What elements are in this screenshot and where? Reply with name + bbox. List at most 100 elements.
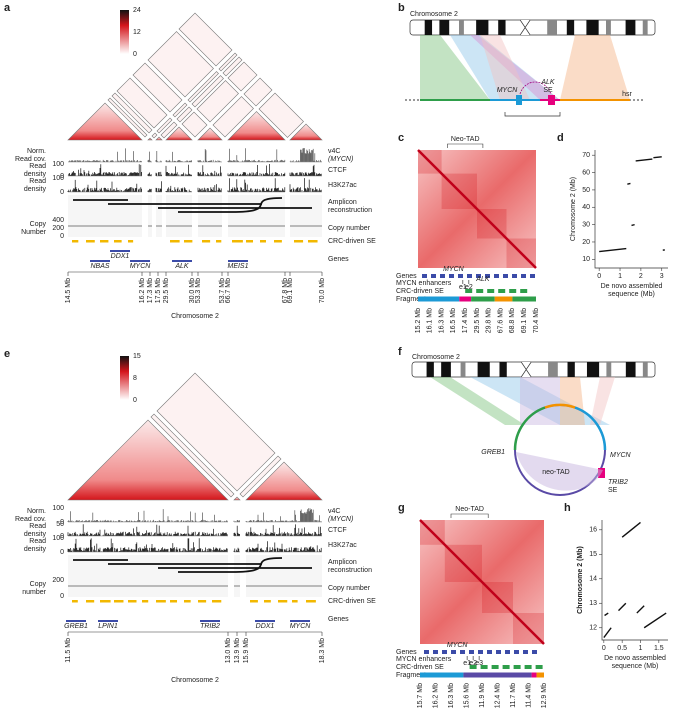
gene-label: ALK — [174, 263, 189, 270]
y-tick-label: 30 — [582, 221, 590, 228]
chromosome-band — [441, 362, 451, 377]
chromosome-label: Chromosome 2 — [412, 354, 460, 361]
coordinate-label: 16.3 Mb — [448, 683, 455, 708]
gene-label: MYCN — [290, 623, 312, 630]
coordinate-label: 13.9 Mb — [234, 638, 241, 663]
super-enhancer — [142, 600, 149, 603]
super-enhancer — [260, 240, 266, 243]
gene-block — [458, 274, 463, 278]
track-label: Genes — [328, 256, 349, 263]
chromosome-band — [426, 362, 434, 377]
gene-label: GREB1 — [64, 623, 88, 630]
y-tick-label: 10 — [582, 256, 590, 263]
alignment-segment — [604, 612, 609, 617]
colorbar-tick-label: 15 — [133, 353, 141, 360]
super-enhancer — [292, 600, 298, 603]
track-label: Read — [29, 163, 46, 170]
super-enhancer — [128, 240, 134, 243]
coordinate-label: 16.3 Mb — [438, 308, 445, 333]
gene-block — [460, 650, 465, 654]
ecdna-orange — [544, 403, 576, 409]
coordinate-label: 12.9 Mb — [541, 683, 548, 708]
super-enhancer — [114, 240, 122, 243]
track-bg — [198, 195, 222, 237]
super-enhancer — [524, 665, 532, 669]
signal-track — [227, 164, 286, 176]
contact-triangle — [197, 127, 223, 141]
contact-triangle — [147, 137, 153, 141]
colorbar-tick-label: 24 — [133, 7, 141, 14]
signal-track — [245, 524, 322, 536]
track-label: density — [24, 546, 47, 553]
super-enhancer — [86, 600, 95, 603]
contact-block — [187, 71, 219, 103]
signal-track — [289, 164, 322, 176]
scale-label: 0 — [60, 173, 64, 180]
mapping-fan — [430, 377, 525, 425]
signal-track — [165, 151, 192, 162]
super-enhancer — [491, 665, 499, 669]
contact-block — [227, 61, 258, 92]
se-label: SE — [608, 487, 618, 494]
contact-block — [160, 121, 178, 139]
chromosome-band — [625, 20, 636, 35]
contact-triangle — [289, 123, 323, 141]
gene-block — [523, 650, 528, 654]
gene-block — [449, 274, 454, 278]
row-label: Genes — [396, 273, 417, 280]
x-axis-label: De novo assembled — [604, 655, 666, 662]
coordinate-label: 29.5 Mb — [474, 308, 481, 333]
gene-label: MEIS1 — [227, 263, 248, 270]
signal-track — [67, 164, 142, 176]
fragment — [420, 672, 464, 678]
alignment-segment — [621, 521, 641, 538]
super-enhancer — [216, 240, 222, 243]
gene-label: MYCN — [610, 452, 632, 459]
signal-track — [197, 184, 222, 192]
alignment-segment — [599, 247, 627, 253]
signal-track — [67, 179, 142, 192]
y-tick-label: 16 — [589, 527, 597, 534]
signal-track — [147, 151, 152, 162]
alignment-segment — [653, 156, 662, 159]
gene-block — [496, 650, 501, 654]
signal-track — [155, 151, 162, 162]
panel-label: e — [4, 348, 10, 360]
coordinate-label: 67.8 Mb — [282, 278, 289, 303]
chromosome-band — [606, 20, 611, 35]
enhancer-label: e1 — [459, 284, 467, 291]
gene-block — [494, 274, 499, 278]
axis-title: Chromosome 2 — [171, 677, 219, 684]
fragment — [463, 672, 532, 678]
neo-tad-label: neo-TAD — [542, 469, 570, 476]
panel-label: b — [398, 2, 405, 14]
track-label: v4C — [328, 148, 340, 155]
super-enhancer — [498, 289, 506, 293]
chromosome-band — [460, 362, 466, 377]
axis — [601, 520, 668, 641]
row-label: CRC-driven SE — [396, 664, 444, 671]
signal-track — [233, 525, 240, 536]
panel-label: f — [398, 346, 402, 358]
neo-tad-label: Neo-TAD — [455, 506, 484, 513]
signal-track — [155, 171, 162, 176]
panel-label: d — [557, 132, 564, 144]
contact-block — [107, 97, 148, 138]
track-label: Read — [29, 178, 46, 185]
coordinate-label: 16.1 Mb — [427, 308, 434, 333]
x-tick-label: 2 — [639, 273, 643, 280]
super-enhancer — [72, 600, 78, 603]
track-bg — [166, 195, 192, 237]
track-label: Read cov. — [15, 156, 46, 163]
super-enhancer — [278, 600, 288, 603]
colorbar-tick-label: 8 — [133, 375, 137, 382]
row-label: CRC-driven SE — [396, 288, 444, 295]
track-label: reconstruction — [328, 207, 372, 214]
chromosome-band — [566, 20, 575, 35]
alignment-segment — [603, 627, 612, 638]
gene-label: DDX1 — [111, 253, 130, 260]
super-enhancer — [114, 600, 124, 603]
chromosome-band — [459, 20, 464, 35]
scale-label: 0 — [60, 533, 64, 540]
contact-block — [156, 372, 276, 492]
